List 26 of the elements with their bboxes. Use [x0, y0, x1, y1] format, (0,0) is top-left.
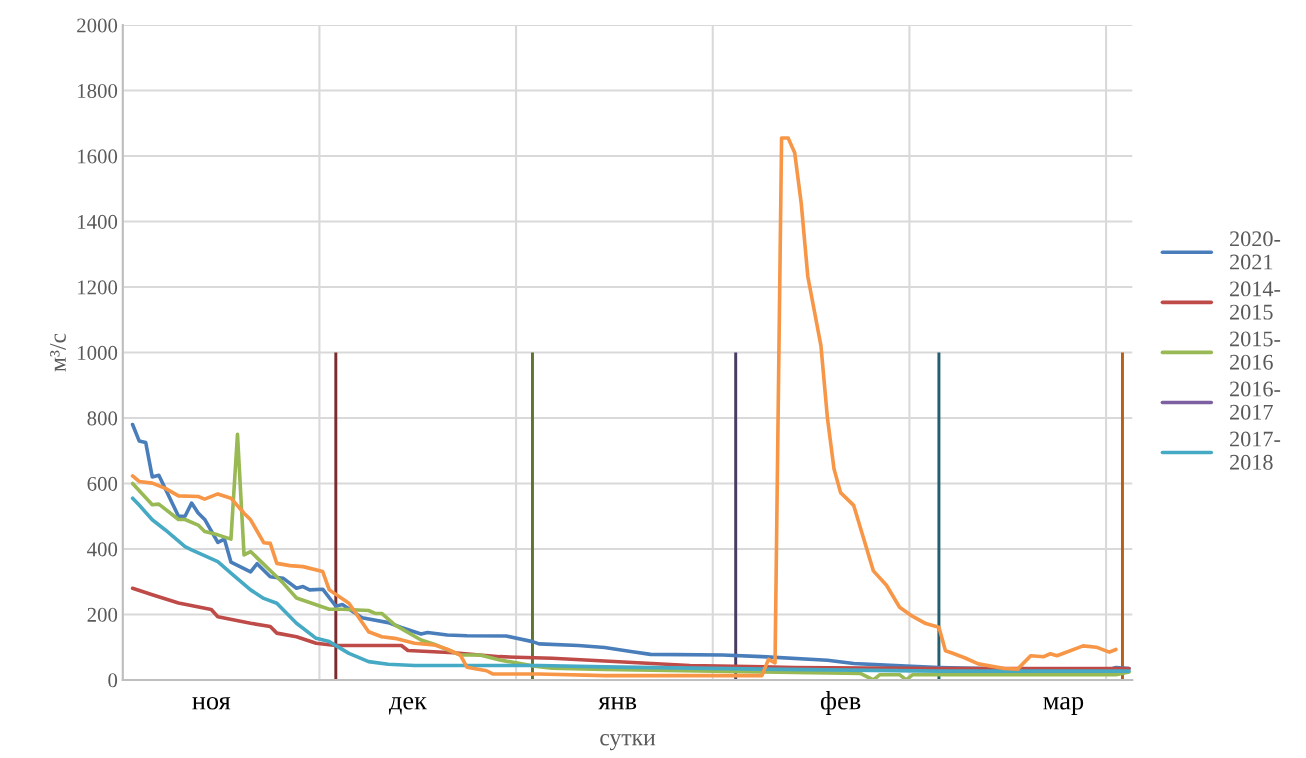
x-axis-title: сутки [600, 734, 656, 751]
y-tick-label: 600 [87, 476, 118, 491]
y-tick-label: 1000 [78, 345, 118, 360]
y-tick-label: 1200 [78, 280, 118, 295]
x-tick-label: ноя [192, 696, 231, 710]
y-tick-label: 200 [87, 607, 118, 622]
legend-label: 2014-2015 [1230, 281, 1281, 320]
legend-label: 2017-2018 [1230, 431, 1281, 470]
line-series [130, 136, 1118, 678]
y-tick-label: 1400 [78, 214, 118, 229]
line-series [130, 586, 1131, 671]
y-axis-title: м³/с [50, 333, 66, 372]
x-tick-label: фев [820, 691, 861, 715]
legend-label: 2020-2021 [1230, 231, 1281, 270]
y-tick-label: 0 [108, 673, 118, 688]
x-tick-label: мар [1043, 696, 1084, 715]
x-tick-label: дек [388, 696, 427, 715]
legend-label: 2015-2016 [1230, 331, 1281, 370]
line-series [130, 496, 1131, 673]
y-tick-label: 2000 [77, 18, 118, 33]
legend-label: 2016-2017 [1230, 381, 1281, 420]
x-tick-label: янв [598, 697, 637, 710]
y-tick-label: 1800 [78, 83, 118, 98]
y-tick-label: 800 [87, 411, 118, 426]
y-tick-label: 400 [87, 542, 118, 557]
y-tick-label: 1600 [78, 149, 118, 164]
